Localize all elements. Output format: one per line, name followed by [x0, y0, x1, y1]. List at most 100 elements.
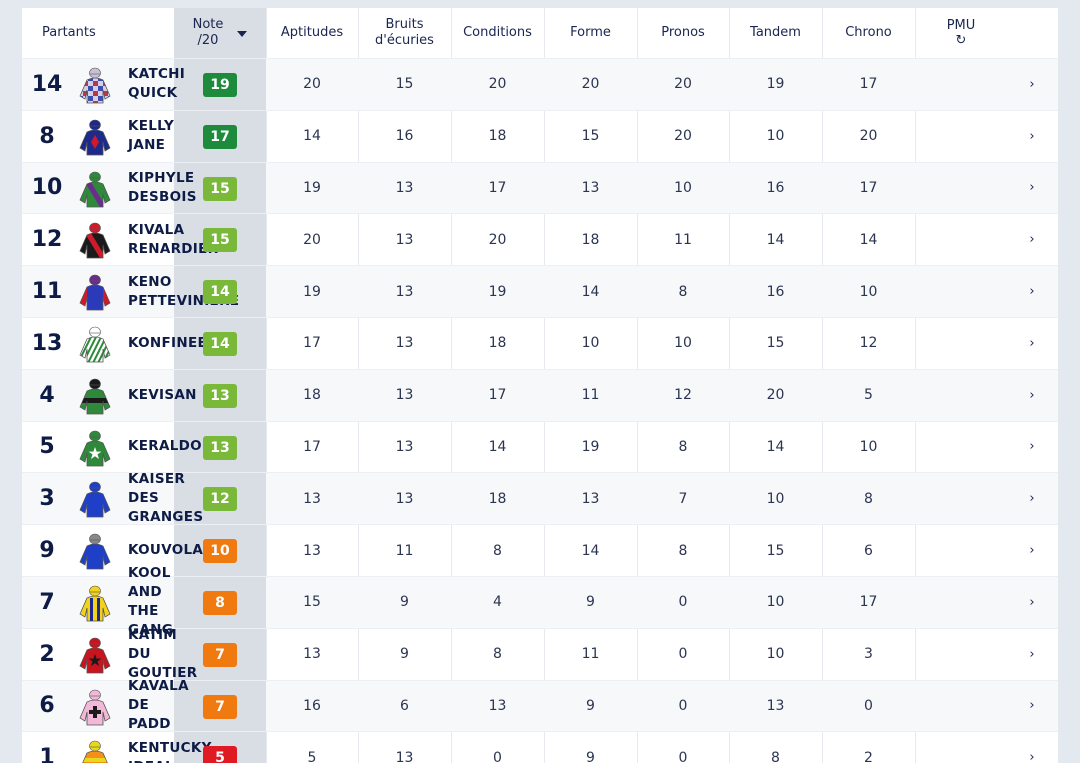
score-bruits: 15: [395, 76, 414, 93]
header-pmu[interactable]: PMU ↻: [915, 8, 1007, 58]
note-badge: 12: [203, 487, 237, 512]
score-forme: 15: [581, 128, 600, 145]
table-row[interactable]: 5 KERALDO 13 17 13 14 19 8 14 10 ›: [22, 420, 1058, 473]
score-aptitudes: 19: [303, 179, 321, 196]
score-conditions: 18: [488, 490, 507, 507]
table-row[interactable]: 6 KAVALA DE PADD 7 16 6 13 9 0 13 0 ›: [22, 678, 1058, 733]
note-badge: 7: [203, 642, 237, 667]
score-bruits: 13: [395, 179, 414, 196]
score-aptitudes: 20: [303, 231, 321, 248]
horse-name[interactable]: KATCHI QUICK: [128, 66, 186, 102]
chevron-right-icon[interactable]: ›: [1029, 594, 1035, 610]
horse-name[interactable]: KELLY JANE: [128, 118, 175, 154]
horse-name[interactable]: KERALDO: [128, 438, 202, 455]
chevron-right-icon[interactable]: ›: [1029, 232, 1035, 248]
chevron-right-icon[interactable]: ›: [1029, 543, 1035, 559]
header-forme-label: Forme: [570, 25, 611, 40]
score-tandem: 10: [766, 128, 785, 145]
score-forme: 14: [581, 283, 600, 300]
header-note-sort[interactable]: Note /20: [174, 8, 266, 58]
score-pronos: 8: [678, 438, 688, 455]
chevron-right-icon[interactable]: ›: [1029, 491, 1035, 507]
sort-down-icon[interactable]: [237, 31, 248, 37]
score-tandem: 8: [771, 749, 780, 763]
score-forme: 13: [581, 179, 600, 196]
score-chrono: 10: [859, 283, 878, 300]
table-row[interactable]: 12 KIVALA RENARDIER 15 20 13 20 18 11 14 14 ›: [22, 213, 1058, 266]
chevron-right-icon[interactable]: ›: [1029, 335, 1035, 351]
table-row[interactable]: 7 KOOL AND THE GANG 8 15 9 4 9 0 10 17 ›: [22, 565, 1058, 638]
jockey-silk-icon: [79, 585, 111, 622]
score-aptitudes: 16: [303, 697, 321, 714]
horse-name[interactable]: KEVISAN: [128, 386, 197, 403]
score-pronos: 20: [674, 76, 692, 93]
score-pronos: 10: [674, 179, 692, 196]
score-chrono: 17: [859, 179, 878, 196]
table-row[interactable]: 8 KELLY JANE 17 14 16 18 15 20 10 20 ›: [22, 109, 1058, 162]
horse-name[interactable]: KIPHYLE DESBOIS: [128, 169, 197, 205]
note-badge: 10: [203, 539, 237, 564]
jockey-silk-icon: [79, 67, 111, 104]
jockey-silk-icon: [79, 378, 111, 415]
chevron-right-icon[interactable]: ›: [1029, 180, 1035, 196]
table-row[interactable]: 13 KONFINEE 14 17 13 18 10 10 15 12 ›: [22, 316, 1058, 369]
header-tandem: Tandem: [729, 8, 822, 58]
table-row[interactable]: 4 KEVISAN 13 18 13 17 11 12 20 5 ›: [22, 368, 1058, 421]
horse-name[interactable]: KENTUCKY IDEAL: [128, 739, 212, 763]
jockey-silk-icon: [80, 741, 110, 763]
runner-number: 10: [31, 175, 63, 201]
horse-name[interactable]: KAISER DES GRANGES: [128, 471, 204, 526]
score-forme: 9: [586, 749, 595, 763]
score-forme: 13: [581, 490, 600, 507]
header-bruits-label-2: d'écuries: [375, 33, 434, 48]
table-row[interactable]: 14 KATCHI QUICK 19 20 15 20 20 20 19 17 ›: [22, 58, 1058, 110]
note-badge: 15: [203, 228, 237, 253]
note-badge: 7: [203, 694, 237, 719]
chevron-right-icon[interactable]: ›: [1029, 698, 1035, 714]
score-aptitudes: 14: [303, 128, 321, 145]
score-tandem: 20: [766, 387, 785, 404]
header-partants-label: Partants: [42, 25, 96, 40]
score-conditions: 17: [488, 387, 507, 404]
runner-number: 3: [39, 486, 55, 512]
table-row[interactable]: 11 KENO PETTEVINIERE 14 19 13 19 14 8 16 10 ›: [22, 265, 1058, 317]
score-pronos: 7: [678, 490, 688, 507]
chevron-right-icon[interactable]: ›: [1029, 128, 1035, 144]
score-forme: 20: [581, 76, 600, 93]
chevron-right-icon[interactable]: ›: [1029, 750, 1035, 763]
score-chrono: 8: [864, 490, 873, 507]
chevron-right-icon[interactable]: ›: [1029, 439, 1035, 455]
horse-name[interactable]: KAVALA DE PADD: [128, 678, 189, 733]
chevron-right-icon[interactable]: ›: [1029, 387, 1035, 403]
horse-name[interactable]: KATIM DU GOUTIER: [128, 626, 198, 681]
score-bruits: 16: [395, 128, 414, 145]
score-pronos: 0: [678, 646, 688, 663]
score-chrono: 17: [859, 594, 878, 611]
horse-name[interactable]: KOUVOLA: [128, 542, 204, 559]
table-row[interactable]: 9 KOUVOLA 10 13 11 8 14 8 15 6 ›: [22, 524, 1058, 576]
horse-name[interactable]: KIVALA RENARDIER: [128, 221, 219, 257]
runners-table: Partants Note /20 Aptitudes Bruits d'écu…: [22, 8, 1058, 763]
table-row[interactable]: 3 KAISER DES GRANGES 12 13 13 18 13 7 10 8 ›: [22, 471, 1058, 526]
score-bruits: 13: [395, 749, 414, 763]
header-pronos-label: Pronos: [661, 25, 705, 40]
chevron-right-icon[interactable]: ›: [1029, 76, 1035, 92]
score-forme: 9: [586, 594, 595, 611]
refresh-icon[interactable]: ↻: [955, 33, 967, 48]
score-conditions: 20: [488, 231, 507, 248]
chevron-right-icon[interactable]: ›: [1029, 646, 1035, 662]
score-conditions: 4: [493, 594, 502, 611]
horse-name[interactable]: KONFINEE: [128, 334, 208, 351]
note-badge: 15: [203, 176, 237, 201]
chevron-right-icon[interactable]: ›: [1029, 284, 1035, 300]
score-tandem: 10: [766, 490, 785, 507]
table-row[interactable]: 10 KIPHYLE DESBOIS 15 19 13 17 13 10 16 17 ›: [22, 161, 1058, 214]
score-pronos: 12: [674, 387, 692, 404]
score-aptitudes: 15: [303, 594, 321, 611]
score-chrono: 10: [859, 438, 878, 455]
score-forme: 18: [581, 231, 600, 248]
score-aptitudes: 18: [303, 387, 321, 404]
table-row[interactable]: 2 KATIM DU GOUTIER 7 13 9 8 11 0 10 3 ›: [22, 626, 1058, 681]
score-forme: 11: [581, 387, 600, 404]
